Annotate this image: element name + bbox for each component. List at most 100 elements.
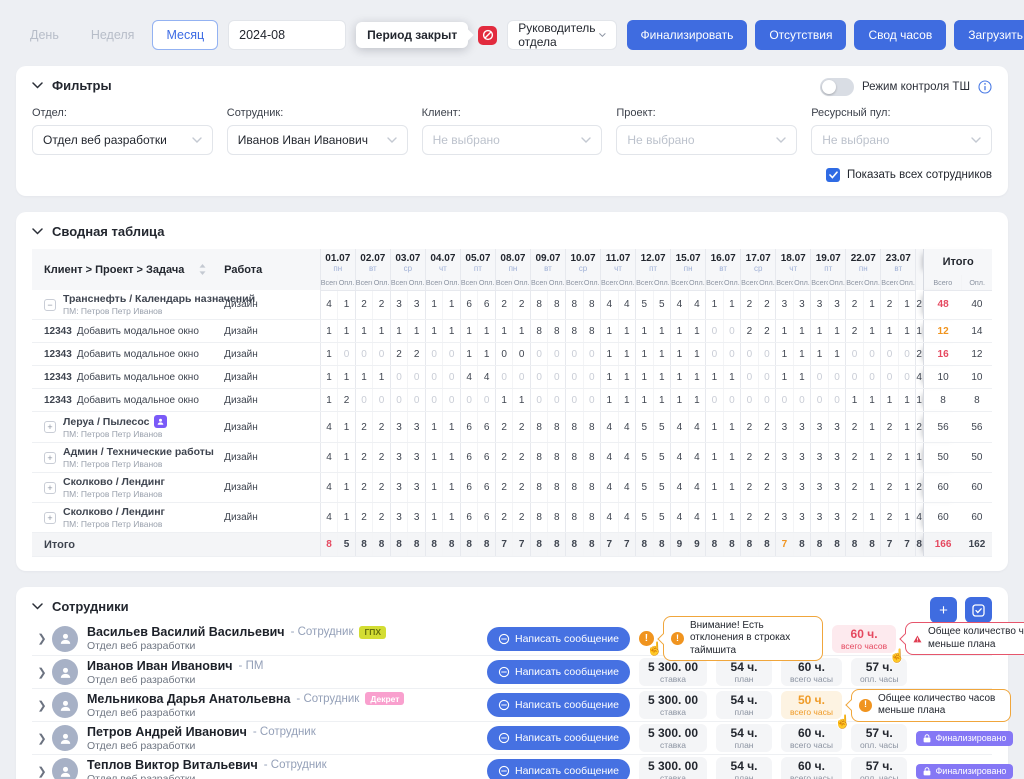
- employee-row[interactable]: ❯ Иванов Иван Иванович - ПМ Отдел веб разра…: [32, 655, 992, 688]
- info-icon[interactable]: [978, 80, 992, 94]
- summary-row[interactable]: 12343 Добавить модальное окно Дизайн 1 2 0 0 0 0…: [32, 388, 992, 412]
- chat-icon: [498, 633, 510, 644]
- employee-expand-chevron[interactable]: ❯: [37, 732, 47, 745]
- warning-dot-icon[interactable]: ! ☝: [638, 631, 663, 656]
- send-message-button[interactable]: Написать сообщение: [487, 693, 630, 717]
- send-message-button[interactable]: Написать сообщение: [487, 726, 630, 750]
- hours-cell: 2: [740, 411, 759, 443]
- hours-cell: 8: [792, 532, 811, 557]
- period-input[interactable]: [228, 20, 347, 50]
- expand-toggle[interactable]: +: [44, 481, 56, 494]
- work-cell: Дизайн: [214, 365, 321, 389]
- expand-toggle[interactable]: +: [44, 511, 56, 524]
- pm-label: ПМ: Петров Петр Иванов: [63, 459, 163, 469]
- summary-row[interactable]: 12343 Добавить модальное окно Дизайн 1 0 0 0 2 2…: [32, 342, 992, 366]
- hours-cell: 5: [652, 290, 671, 320]
- subcol-header: Опл.: [477, 275, 496, 291]
- hours-cell: 0: [354, 388, 373, 412]
- date-column-header: 09.07 вт: [529, 249, 566, 275]
- send-message-button[interactable]: Написать сообщение: [487, 626, 630, 651]
- clipped-cell: 2: [915, 342, 924, 366]
- hours-cell: 6: [459, 411, 478, 443]
- hours-cell: 7: [897, 532, 916, 557]
- hours-cell: 0: [757, 342, 776, 366]
- hours-cell: 1: [477, 342, 496, 366]
- summary-row[interactable]: + Сколково / Лендинг ПМ: Петров Петр Ивано…: [32, 502, 992, 533]
- add-employee-button[interactable]: +: [930, 597, 957, 623]
- summary-row[interactable]: + Леруа / Пылесос ПМ: Петров Петр Иванов Ди…: [32, 411, 992, 443]
- employee-expand-chevron[interactable]: ❯: [37, 666, 47, 679]
- employee-expand-chevron[interactable]: ❯: [37, 633, 47, 645]
- date-column-header: 18.07 чт: [775, 249, 811, 275]
- filter-select-department[interactable]: Отдел веб разработки: [32, 125, 213, 155]
- hours-cell: 8: [547, 532, 566, 557]
- hours-cell: 2: [354, 442, 373, 473]
- upload-ts-button[interactable]: Загрузить ТШ: [954, 20, 1024, 50]
- hours-cell: 1: [810, 342, 829, 366]
- hours-cell: 1: [477, 319, 496, 343]
- clipped-cell: 1: [915, 442, 924, 473]
- view-tab-2[interactable]: Месяц: [152, 20, 219, 50]
- hours-cell: 1: [337, 290, 356, 320]
- summary-row[interactable]: 12343 Добавить модальное окно Дизайн 1 1 1 1 0 0…: [32, 365, 992, 389]
- hours-cell: 6: [459, 472, 478, 503]
- filter-select-resource-pool[interactable]: Не выбрано: [811, 125, 992, 155]
- employee-row[interactable]: ❯ Петров Андрей Иванович - Сотрудник Отдел …: [32, 721, 1014, 754]
- summary-row[interactable]: 12343 Добавить модальное окно Дизайн 1 1 1 1 1 1…: [32, 319, 992, 343]
- chevron-down-icon: [32, 82, 43, 89]
- employee-expand-chevron[interactable]: ❯: [37, 699, 47, 712]
- stat-pill: 54 ч. план: [716, 658, 773, 686]
- hours-cell: 2: [372, 472, 391, 503]
- hours-cell: 1: [354, 365, 373, 389]
- hours-cell: 0: [775, 388, 794, 412]
- filter-select-client[interactable]: Не выбрано: [421, 125, 603, 155]
- filter-select-employee[interactable]: Иванов Иван Иванович: [226, 125, 408, 155]
- control-mode-toggle[interactable]: [819, 78, 854, 96]
- summary-row[interactable]: + Сколково / Лендинг ПМ: Петров Петр Ивано…: [32, 472, 992, 503]
- role-select[interactable]: Руководитель отдела: [507, 20, 617, 50]
- employee-name: Васильев Василий Васильевич: [87, 625, 285, 639]
- hours-cell: 2: [354, 411, 373, 443]
- hours-cell: 1: [372, 365, 391, 389]
- hours-cell: 8: [547, 290, 566, 320]
- hours-cell: 4: [617, 442, 636, 473]
- show-all-checkbox[interactable]: [826, 168, 841, 182]
- employees-section-header[interactable]: Сотрудники: [32, 599, 992, 614]
- action-button-1[interactable]: Отсутствия: [755, 20, 847, 50]
- hours-cell: 1: [389, 319, 408, 343]
- hours-cell: 0: [424, 388, 443, 412]
- approve-button[interactable]: [965, 597, 992, 623]
- send-message-button[interactable]: Написать сообщение: [487, 759, 630, 779]
- filters-section-header[interactable]: Фильтры: [32, 78, 992, 93]
- collapse-toggle[interactable]: −: [44, 298, 56, 311]
- summary-section-header[interactable]: Сводная таблица: [32, 224, 992, 239]
- hours-cell: 6: [459, 502, 478, 533]
- hours-cell: 8: [564, 532, 583, 557]
- warning-bubble: ! Внимание! Есть отклонения в строках тай…: [662, 615, 823, 662]
- action-button-2[interactable]: Свод часов: [854, 20, 947, 50]
- hours-cell: 1: [617, 342, 636, 366]
- employee-row[interactable]: ❯ Васильев Василий Васильевич - Сотрудник Г…: [32, 615, 1024, 663]
- hours-cell: 8: [547, 502, 566, 533]
- summary-row[interactable]: − Транснефть / Календарь назначений ПМ: Пе…: [32, 290, 992, 320]
- hours-cell: 8: [740, 532, 759, 557]
- view-tab-0[interactable]: День: [16, 20, 73, 50]
- send-message-button[interactable]: Написать сообщение: [487, 660, 630, 684]
- view-tab-1[interactable]: Неделя: [77, 20, 149, 50]
- date-column-header: 08.07 пн: [494, 249, 531, 275]
- employee-expand-chevron[interactable]: ❯: [37, 765, 47, 778]
- summary-row[interactable]: + Админ / Технические работы ПМ: Петров Пе…: [32, 442, 992, 473]
- employee-row[interactable]: ❯ Теплов Виктор Витальевич - Сотрудник Отде…: [32, 754, 1014, 779]
- expand-toggle[interactable]: +: [44, 421, 56, 433]
- filter-select-project[interactable]: Не выбрано: [616, 125, 798, 155]
- task-column-header[interactable]: Клиент > Проект > Задача: [32, 249, 215, 290]
- sort-icon[interactable]: [199, 264, 206, 275]
- employee-row[interactable]: ❯ Мельникова Дарья Анатольевна - Сотрудник…: [32, 688, 1011, 729]
- action-button-0[interactable]: Финализировать: [626, 20, 748, 50]
- hours-cell: 5: [635, 502, 654, 533]
- hours-cell: 1: [652, 365, 671, 389]
- hours-cell: 2: [372, 411, 391, 443]
- hours-cell: 1: [635, 319, 654, 343]
- expand-toggle[interactable]: +: [44, 451, 56, 464]
- total-cell: 48: [923, 290, 962, 320]
